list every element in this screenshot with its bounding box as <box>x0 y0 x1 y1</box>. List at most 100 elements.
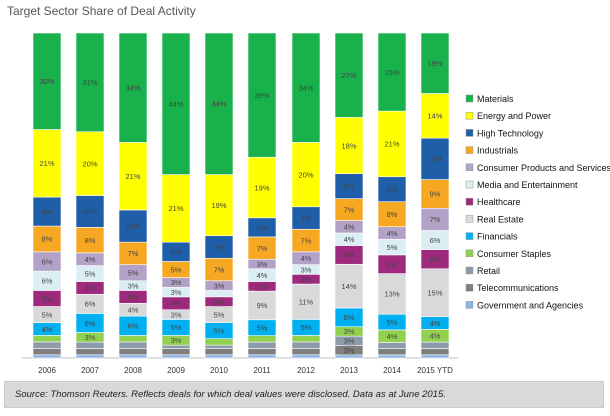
bar-label-materials-2012: 34% <box>298 84 313 93</box>
chart-title: Target Sector Share of Deal Activity <box>7 4 196 18</box>
bar-label-media-and-entertainment-2012: 3% <box>301 265 312 274</box>
bar-label-industrials-2013: 7% <box>344 205 355 214</box>
category-label-2011: 2011 <box>253 366 271 375</box>
bar-label-consumer-products-and-services-2014: 4% <box>387 229 398 238</box>
legend-swatch-media-and-entertainment <box>465 180 474 189</box>
bar-label-financials-2015-ytd: 4% <box>430 319 441 328</box>
bar-label-bg-financials-2007 <box>82 318 98 328</box>
bar-segment-telecommunications-2012 <box>291 348 321 356</box>
bar-label-bg-industrials-2010 <box>211 265 227 275</box>
bar-label-energy-and-power-2015-ytd: 14% <box>427 112 442 121</box>
bars-group: 4% 5% 5% 6% 6% 8% 9% 21% 30% 3% 6% 6% 4% 5% 4% 8% 10% 20%… <box>32 32 450 359</box>
bar-segment-telecommunications-2006 <box>32 348 62 356</box>
bar-label-bg-financials-2011 <box>254 323 270 333</box>
bar-segment-retail-2009 <box>161 344 191 349</box>
bar-label-bg-media-and-entertainment-2015-ytd <box>427 235 443 245</box>
category-label-2015-ytd: 2015 YTD <box>417 366 453 375</box>
legend-label-materials: Materials <box>477 94 514 104</box>
bar-label-bg-consumer-products-and-services-2009 <box>168 277 184 287</box>
bar-label-materials-2009: 44% <box>168 100 183 109</box>
bar-label-bg-real-estate-2010 <box>211 310 227 320</box>
legend-label-retail: Retail <box>477 266 500 276</box>
bar-label-healthcare-2013: 6% <box>344 251 355 260</box>
bar-label-consumer-products-and-services-2009: 3% <box>171 278 182 287</box>
bar-label-bg-high-technology-2013 <box>341 181 357 191</box>
bar-label-bg-industrials-2012 <box>298 236 314 246</box>
bar-label-bg-materials-2006 <box>39 76 55 86</box>
bar-label-materials-2011: 39% <box>254 91 269 100</box>
bar-label-energy-and-power-2013: 18% <box>341 141 356 150</box>
bar-segment-retail-2007 <box>75 341 105 349</box>
bar-label-bg-media-and-entertainment-2013 <box>341 234 357 244</box>
bar-label-bg-healthcare-2009 <box>168 298 184 308</box>
bar-label-bg-industrials-2007 <box>82 235 98 245</box>
bar-label-real-estate-2011: 9% <box>257 301 268 310</box>
bar-label-real-estate-2007: 6% <box>85 300 96 309</box>
bar-label-bg-financials-2014 <box>384 317 400 327</box>
bar-segment-telecommunications-2009 <box>161 348 191 356</box>
bar-label-bg-media-and-entertainment-2007 <box>82 269 98 279</box>
category-label-2013: 2013 <box>340 366 358 375</box>
bar-label-high-technology-2011: 6% <box>257 223 268 232</box>
legend-label-consumer-products-and-services: Consumer Products and Services <box>477 163 610 173</box>
legend-label-consumer-staples: Consumer Staples <box>477 249 552 259</box>
bar-label-bg-high-technology-2007 <box>82 206 98 216</box>
legend-label-energy-and-power: Energy and Power <box>477 111 551 121</box>
bar-label-bg-real-estate-2013 <box>341 281 357 291</box>
bar-label-media-and-entertainment-2008: 3% <box>128 281 139 290</box>
bar-label-media-and-entertainment-2006: 6% <box>42 277 53 286</box>
bar-label-high-technology-2008: 10% <box>125 222 140 231</box>
bar-segment-telecommunications-2010 <box>204 348 234 356</box>
bar-segment-government-and-agencies-2009 <box>161 354 191 359</box>
bar-label-bg-high-technology-2011 <box>254 222 270 232</box>
legend-label-healthcare: Healthcare <box>477 197 521 207</box>
bar-label-bg-consumer-products-and-services-2011 <box>254 259 270 269</box>
category-label-2010: 2010 <box>210 366 228 375</box>
legend-swatch-energy-and-power <box>465 111 474 120</box>
bar-label-bg-real-estate-2011 <box>254 300 270 310</box>
bar-label-bg-high-technology-2015-ytd <box>427 154 443 164</box>
legend-swatch-consumer-products-and-services <box>465 163 474 172</box>
bar-label-bg-energy-and-power-2012 <box>298 170 314 180</box>
bar-label-real-estate-2014: 13% <box>384 290 399 299</box>
bar-label-consumer-products-and-services-2013: 4% <box>344 223 355 232</box>
bar-label-bg-consumer-products-and-services-2006 <box>39 256 55 266</box>
legend-label-industrials: Industrials <box>477 146 519 156</box>
category-labels: 2006 2007 2008 2009 2010 2011 2012 2013 2014 2015… <box>38 366 453 375</box>
bar-label-media-and-entertainment-2007: 5% <box>85 269 96 278</box>
bar-label-consumer-products-and-services-2012: 4% <box>301 254 312 263</box>
bar-label-media-and-entertainment-2015-ytd: 6% <box>430 236 441 245</box>
bar-label-healthcare-2008: 4% <box>128 293 139 302</box>
bar-label-industrials-2006: 8% <box>42 235 53 244</box>
bar-label-energy-and-power-2010: 19% <box>211 201 226 210</box>
legend-label-financials: Financials <box>477 232 518 242</box>
bar-label-bg-financials-2012 <box>298 322 314 332</box>
bar-label-bg-high-technology-2010 <box>211 242 227 252</box>
bar-label-bg-media-and-entertainment-2008 <box>125 281 141 291</box>
bar-label-high-technology-2014: 8% <box>387 185 398 194</box>
bar-label-financials-2013: 6% <box>344 313 355 322</box>
bar-label-bg-consumer-products-and-services-2010 <box>211 281 227 291</box>
bar-segment-government-and-agencies-2014 <box>377 354 407 359</box>
bar-label-media-and-entertainment-2014: 5% <box>387 243 398 252</box>
bar-label-healthcare-2015-ytd: 6% <box>430 255 441 264</box>
bar-segment-consumer-staples-2006 <box>32 335 62 343</box>
legend-label-high-technology: High Technology <box>477 128 544 138</box>
bar-label-healthcare-2011: 3% <box>257 282 268 291</box>
bar-segment-government-and-agencies-2007 <box>75 354 105 359</box>
bar-label-bg-materials-2009 <box>168 99 184 109</box>
bar-label-energy-and-power-2012: 20% <box>298 170 313 179</box>
bar-label-consumer-products-and-services-2008: 5% <box>128 269 139 278</box>
bar-segment-telecommunications-2008 <box>118 348 148 356</box>
bar-label-bg-industrials-2008 <box>125 248 141 258</box>
bar-segment-retail-2011 <box>247 341 277 349</box>
bar-label-bg-materials-2014 <box>384 67 400 77</box>
bar-label-consumer-staples-2009: 3% <box>171 336 182 345</box>
category-label-2014: 2014 <box>383 366 401 375</box>
bar-label-bg-energy-and-power-2008 <box>125 171 141 181</box>
bar-segment-consumer-staples-2012 <box>291 335 321 343</box>
bar-label-bg-consumer-products-and-services-2013 <box>341 222 357 232</box>
legend-label-real-estate: Real Estate <box>477 214 524 224</box>
bar-label-bg-media-and-entertainment-2012 <box>298 265 314 275</box>
bar-label-bg-real-estate-2007 <box>82 299 98 309</box>
